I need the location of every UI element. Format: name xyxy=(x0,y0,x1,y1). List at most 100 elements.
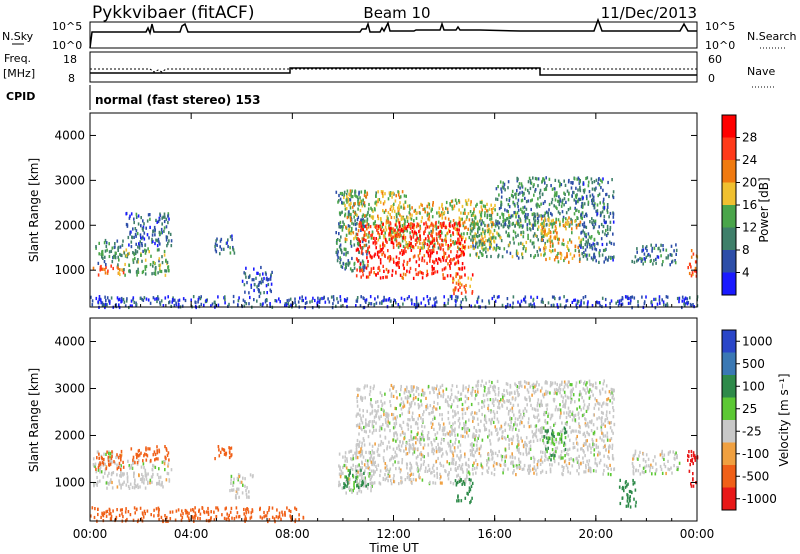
echo-cell xyxy=(384,436,387,440)
echo-cell xyxy=(546,184,548,188)
echo-cell xyxy=(358,266,361,270)
echo-cell xyxy=(592,197,594,201)
echo-cell xyxy=(370,236,373,240)
echo-cell xyxy=(428,238,430,242)
echo-cell xyxy=(365,275,368,279)
echo-cell xyxy=(645,255,648,259)
echo-cell xyxy=(445,450,448,454)
echo-cell xyxy=(390,237,393,241)
echo-cell xyxy=(349,241,352,246)
echo-cell xyxy=(629,301,632,305)
echo-cell xyxy=(398,195,401,200)
echo-cell xyxy=(611,256,614,260)
echo-cell xyxy=(459,443,462,447)
echo-cell xyxy=(681,295,684,299)
echo-cell xyxy=(529,179,532,183)
echo-cell xyxy=(405,194,407,198)
echo-cell xyxy=(498,234,501,238)
echo-cell xyxy=(395,212,398,217)
echo-cell xyxy=(394,406,396,410)
echo-cell xyxy=(408,407,410,411)
echo-cell xyxy=(306,300,308,305)
echo-cell xyxy=(438,211,441,215)
echo-cell xyxy=(674,259,676,263)
echo-cell xyxy=(694,266,697,270)
echo-cell xyxy=(399,433,402,437)
echo-cell xyxy=(468,218,471,222)
echo-cell xyxy=(363,193,366,198)
echo-cell xyxy=(537,413,540,417)
echo-cell xyxy=(483,231,486,236)
echo-cell xyxy=(592,242,595,246)
echo-cell xyxy=(237,487,240,491)
echo-cell xyxy=(464,400,467,404)
echo-cell xyxy=(419,234,421,238)
echo-cell xyxy=(580,214,583,219)
echo-cell xyxy=(427,239,429,243)
echo-cell xyxy=(92,266,95,270)
echo-cell xyxy=(665,303,667,307)
echo-cell xyxy=(492,388,495,392)
echo-cell xyxy=(464,394,467,398)
echo-cell xyxy=(417,397,420,401)
echo-cell xyxy=(417,224,420,228)
echo-cell xyxy=(542,234,545,238)
echo-cell xyxy=(421,256,424,260)
echo-cell xyxy=(612,220,615,224)
echo-cell xyxy=(364,384,366,388)
echo-cell xyxy=(409,245,412,249)
echo-cell xyxy=(618,299,621,303)
echo-cell xyxy=(355,227,357,231)
echo-cell xyxy=(592,258,594,262)
beam-title: Beam 10 xyxy=(363,4,430,22)
echo-cell xyxy=(365,450,367,454)
echo-cell xyxy=(365,484,367,488)
echo-cell xyxy=(361,441,363,445)
echo-cell xyxy=(431,234,433,238)
echo-cell xyxy=(349,449,352,453)
echo-cell xyxy=(344,459,346,463)
echo-cell xyxy=(394,238,396,242)
echo-region xyxy=(130,445,170,465)
echo-cell xyxy=(601,210,604,214)
echo-cell xyxy=(140,465,143,469)
echo-cell xyxy=(550,381,552,385)
echo-cell xyxy=(225,453,227,457)
echo-cell xyxy=(111,260,114,264)
echo-cell xyxy=(487,435,489,439)
echo-cell xyxy=(440,437,443,441)
echo-cell xyxy=(582,443,585,447)
echo-cell xyxy=(230,481,232,485)
echo-cell xyxy=(355,454,357,458)
echo-cell xyxy=(492,420,495,424)
echo-cell xyxy=(364,484,366,488)
echo-cell xyxy=(459,234,461,238)
echo-cell xyxy=(444,469,446,473)
echo-cell xyxy=(407,246,409,250)
echo-cell xyxy=(356,412,358,416)
echo-cell xyxy=(546,239,549,243)
echo-cell xyxy=(560,453,562,457)
echo-cell xyxy=(419,270,421,274)
echo-cell xyxy=(369,456,371,461)
echo-cell xyxy=(488,242,491,246)
echo-cell xyxy=(482,248,485,252)
echo-cell xyxy=(135,242,137,246)
echo-cell xyxy=(216,243,218,247)
echo-cell xyxy=(410,222,412,226)
echo-cell xyxy=(156,445,158,449)
echo-cell xyxy=(106,474,109,478)
echo-cell xyxy=(517,208,520,212)
echo-cell xyxy=(354,479,357,483)
echo-cell xyxy=(393,231,396,235)
echo-cell xyxy=(358,224,361,229)
echo-cell xyxy=(446,460,448,464)
echo-cell xyxy=(493,228,496,233)
echo-cell xyxy=(299,296,301,300)
echo-cell xyxy=(559,212,561,216)
echo-cell xyxy=(455,481,458,485)
echo-cell xyxy=(365,430,367,434)
echo-cell xyxy=(122,482,124,486)
echo-cell xyxy=(598,301,601,305)
echo-cell xyxy=(455,295,457,299)
